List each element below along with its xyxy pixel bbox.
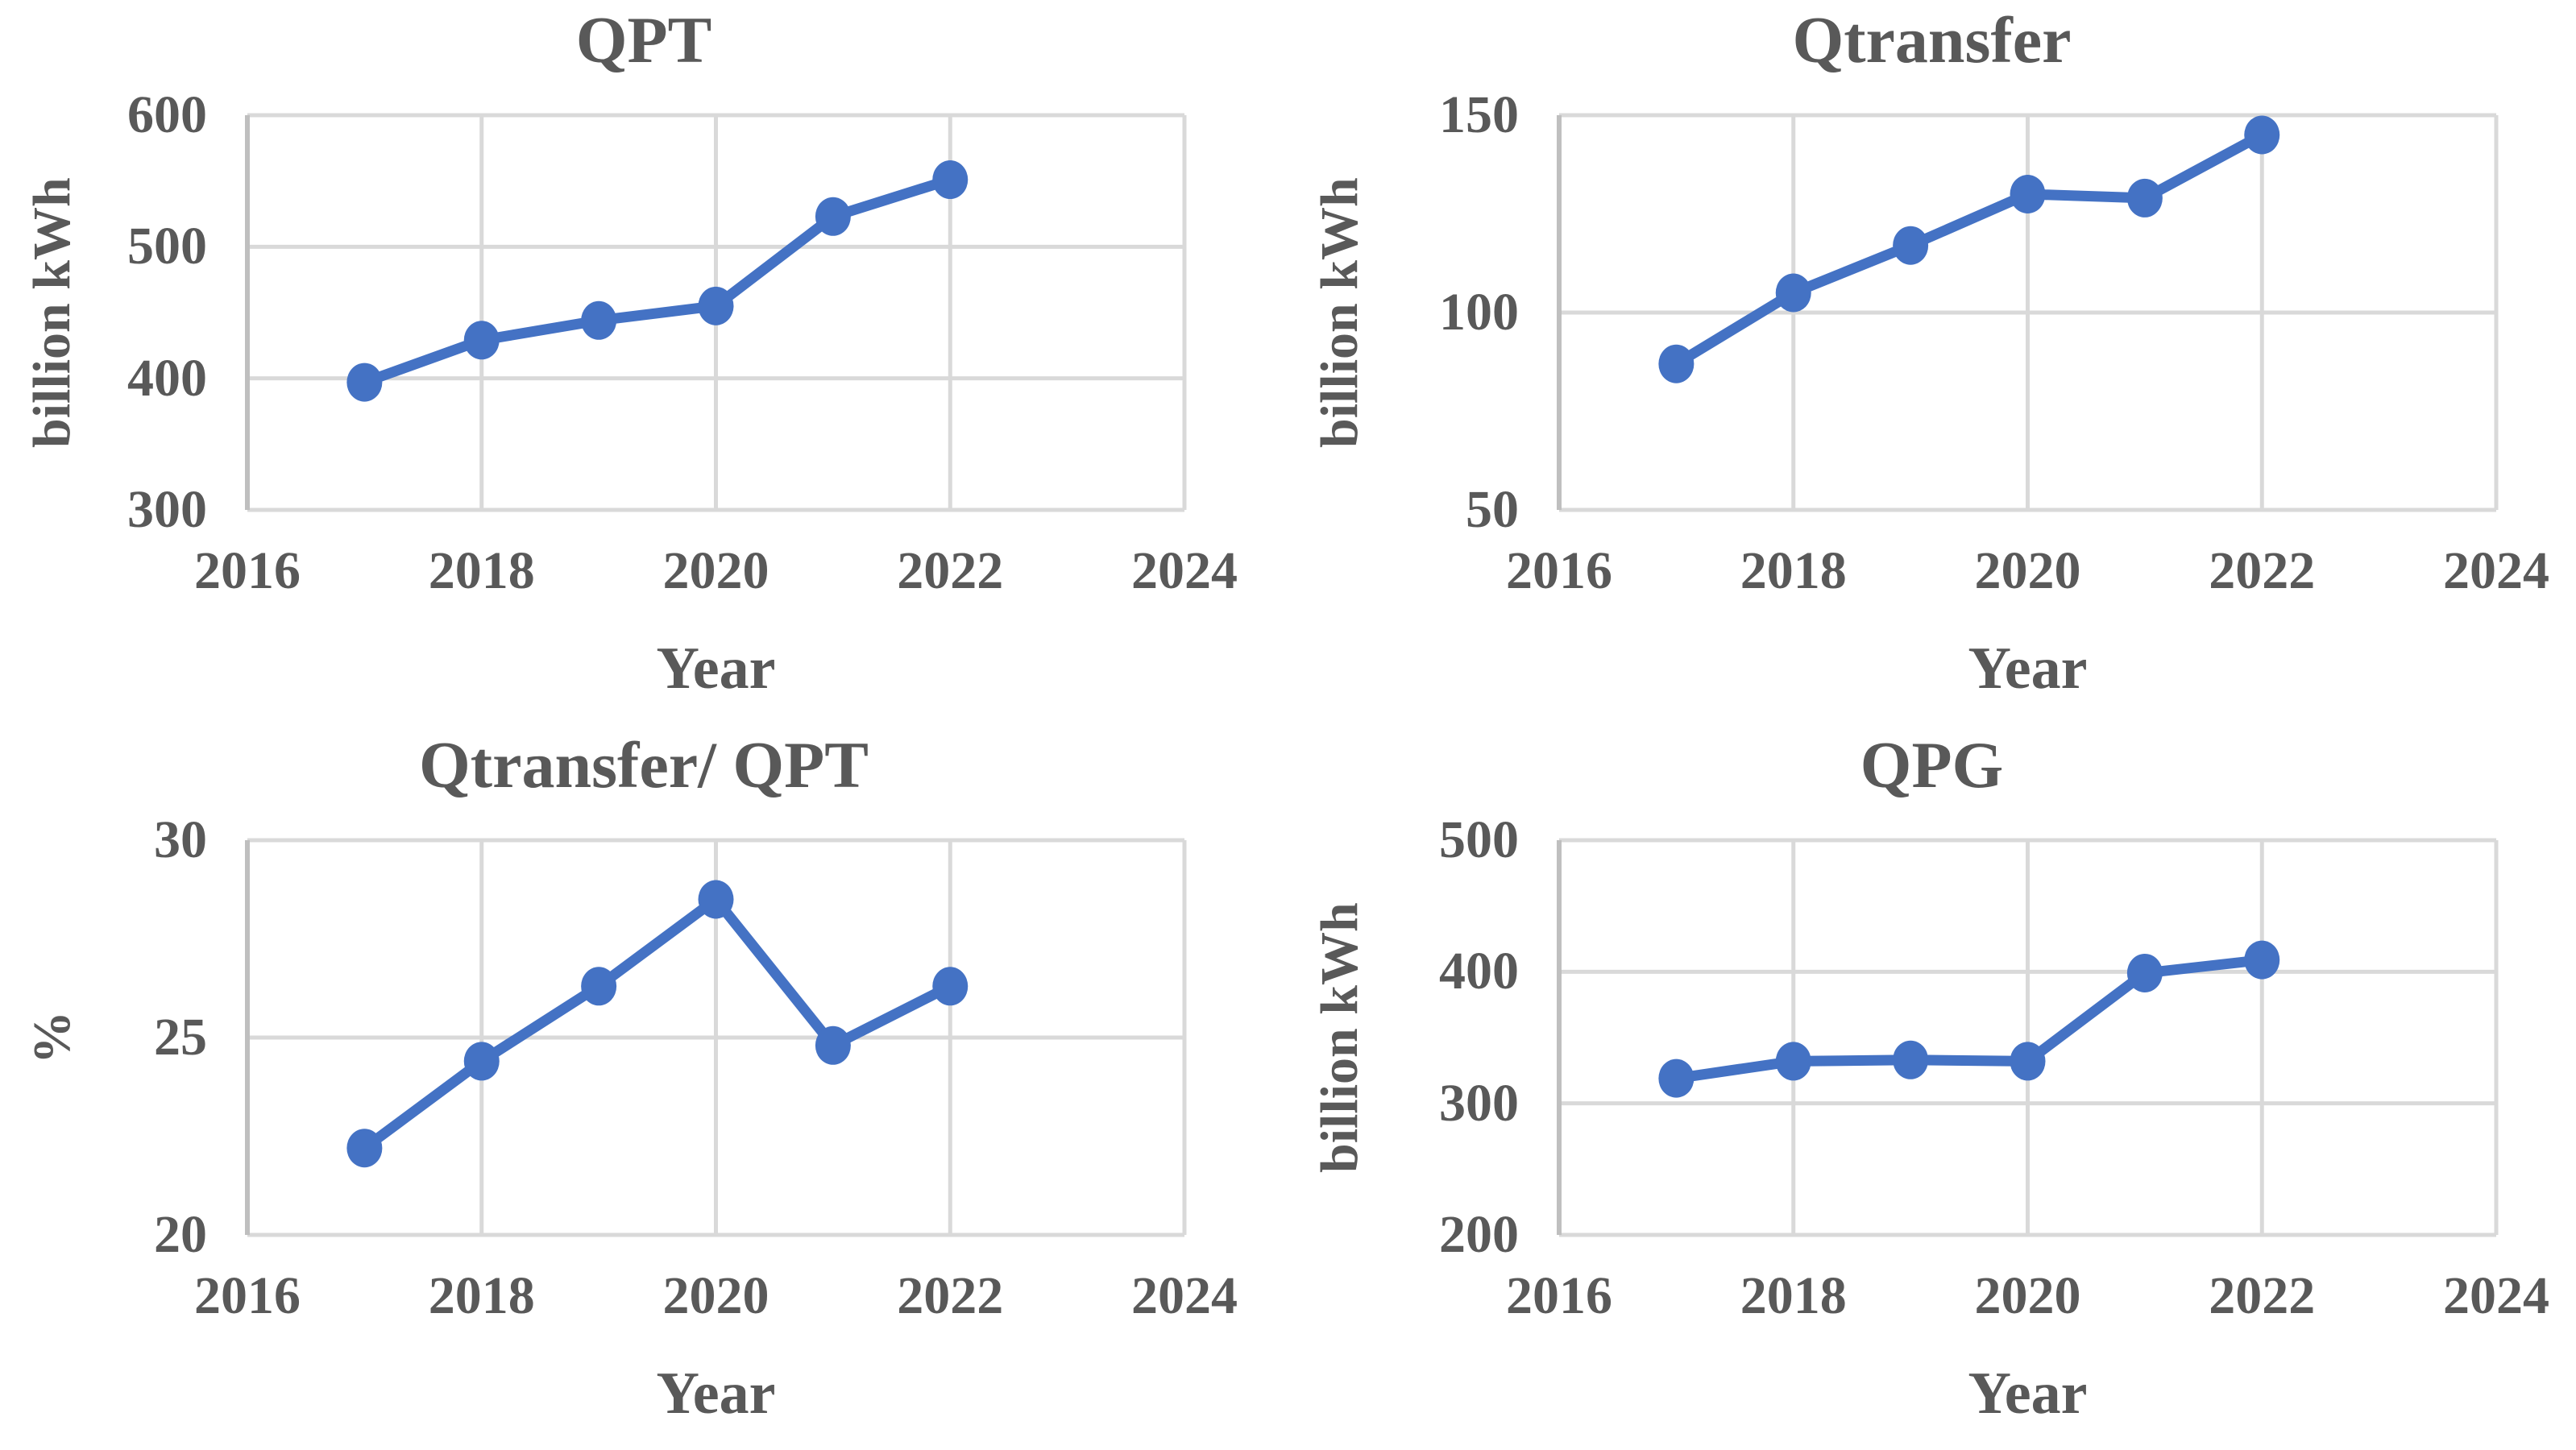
x-tick-label: 2024: [1131, 541, 1238, 600]
x-axis-title: Year: [656, 636, 776, 702]
x-tick-label: 2024: [2443, 1266, 2549, 1325]
chart-qtransfer-qpt-ratio: Qtransfer/ QPT % Year 20 25 30 2016 2018 2020…: [0, 725, 1288, 1450]
data-point-marker: [698, 880, 734, 919]
data-point-marker: [815, 197, 851, 236]
y-axis-label: billion kWh: [23, 177, 81, 448]
plot-area: [245, 113, 1187, 512]
series-line: [1670, 955, 2267, 1084]
plot-area: [245, 838, 1187, 1237]
y-tick-label: 500: [127, 217, 207, 276]
series-line: [1670, 130, 2267, 370]
y-tick-label: 500: [1439, 810, 1519, 869]
data-point-marker: [815, 1025, 851, 1065]
x-tick-label: 2022: [897, 541, 1004, 600]
series-line: [359, 894, 956, 1154]
y-tick-label: 25: [154, 1008, 207, 1067]
y-tick-label: 100: [1439, 283, 1519, 342]
chart-qpg: QPG billion kWh Year 200 300 400 500 2016 201…: [1288, 725, 2576, 1450]
series-line: [359, 174, 956, 388]
data-point-marker: [2244, 115, 2280, 155]
line-chart-svg: [245, 838, 1187, 1237]
x-axis-title: Year: [1968, 636, 2088, 702]
x-tick-label: 2016: [194, 541, 301, 600]
chart-title: QPG: [1860, 728, 2004, 802]
data-point-marker: [698, 286, 734, 325]
data-point-marker: [581, 300, 617, 340]
chart-qtransfer: Qtransfer billion kWh Year 50 100 150 2016 2…: [1288, 0, 2576, 725]
data-point-marker: [463, 1042, 500, 1081]
y-tick-label: 300: [1439, 1073, 1519, 1133]
data-point-marker: [1658, 344, 1695, 383]
chart-title: QPT: [575, 3, 712, 77]
y-tick-label: 400: [127, 348, 207, 408]
data-point-marker: [463, 321, 500, 360]
data-point-marker: [581, 967, 617, 1006]
data-point-marker: [1893, 1040, 1929, 1079]
x-tick-label: 2022: [897, 1266, 1004, 1325]
x-axis-title: Year: [656, 1361, 776, 1427]
data-point-marker: [2010, 175, 2046, 213]
y-tick-label: 200: [1439, 1205, 1519, 1264]
x-axis-title: Year: [1968, 1361, 2088, 1427]
data-point-marker: [346, 1129, 383, 1168]
data-point-marker: [346, 362, 383, 402]
data-point-marker: [2010, 1042, 2046, 1081]
data-point-marker: [2244, 940, 2280, 980]
y-tick-label: 300: [127, 480, 207, 539]
y-tick-label: 600: [127, 85, 207, 144]
x-tick-label: 2016: [1506, 1266, 1612, 1325]
x-tick-label: 2018: [1740, 541, 1847, 600]
plot-area: [1557, 113, 2499, 512]
data-point-marker: [932, 160, 969, 200]
x-tick-label: 2018: [428, 1266, 535, 1325]
y-tick-label: 30: [154, 810, 207, 869]
data-point-marker: [1775, 1042, 1811, 1081]
line-chart-svg: [1557, 838, 2499, 1237]
y-tick-label: 400: [1439, 942, 1519, 1001]
x-tick-label: 2020: [662, 1266, 769, 1325]
y-axis-label: billion kWh: [1310, 902, 1369, 1173]
data-point-marker: [2126, 178, 2163, 218]
line-chart-svg: [1557, 113, 2499, 512]
data-point-marker: [2126, 953, 2163, 992]
x-tick-label: 2018: [1740, 1266, 1847, 1325]
x-tick-label: 2022: [2209, 541, 2316, 600]
x-tick-label: 2024: [2443, 541, 2549, 600]
chart-qpt: QPT billion kWh Year 300 400 500 600 2016 201…: [0, 0, 1288, 725]
data-point-marker: [1775, 273, 1811, 313]
chart-title: Qtransfer: [1792, 3, 2072, 77]
x-tick-label: 2020: [1974, 1266, 2081, 1325]
x-tick-label: 2016: [1506, 541, 1612, 600]
data-point-marker: [932, 967, 969, 1006]
x-tick-label: 2024: [1131, 1266, 1238, 1325]
x-tick-label: 2020: [1974, 541, 2081, 600]
y-tick-label: 50: [1466, 480, 1519, 539]
data-point-marker: [1893, 226, 1929, 265]
x-tick-label: 2020: [662, 541, 769, 600]
plot-area: [1557, 838, 2499, 1237]
chart-title: Qtransfer/ QPT: [419, 728, 869, 802]
x-tick-label: 2016: [194, 1266, 301, 1325]
data-point-marker: [1658, 1058, 1695, 1098]
x-tick-label: 2018: [428, 541, 535, 600]
x-tick-label: 2022: [2209, 1266, 2316, 1325]
y-tick-label: 150: [1439, 85, 1519, 144]
line-chart-svg: [245, 113, 1187, 512]
y-tick-label: 20: [154, 1205, 207, 1264]
